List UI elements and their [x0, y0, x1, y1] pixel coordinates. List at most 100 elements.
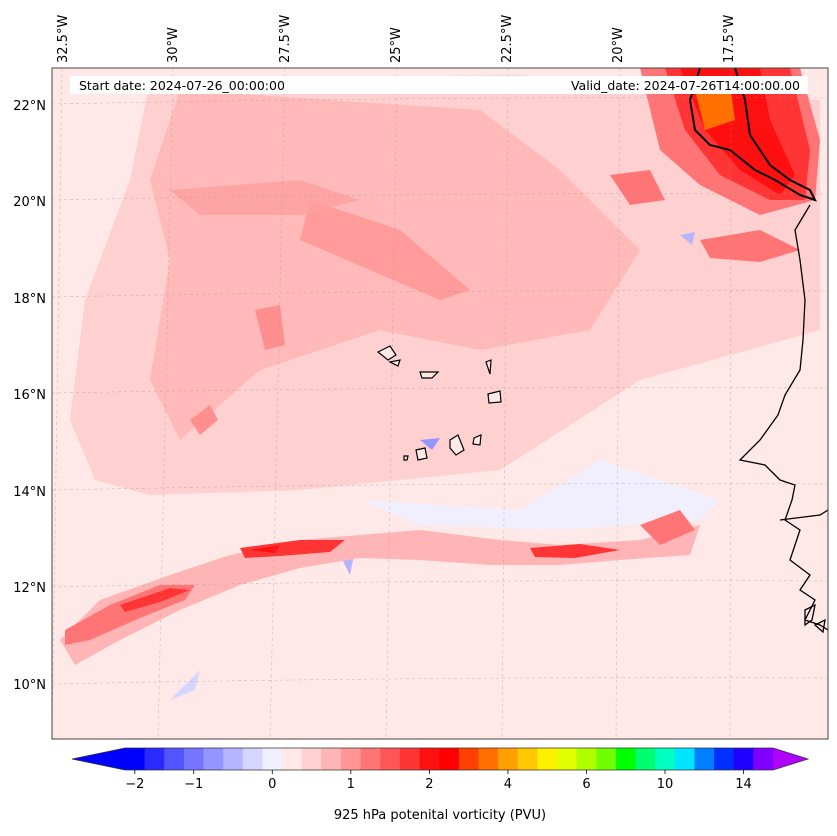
colorbar-segment	[517, 748, 538, 770]
colorbar-segment	[399, 748, 420, 770]
lat-label: 14°N	[13, 485, 46, 500]
colorbar-segment	[439, 748, 460, 770]
lon-label: 32.5°W	[56, 15, 71, 63]
colorbar-segment	[753, 748, 774, 770]
colorbar-label: 925 hPa potenital vorticity (PVU)	[333, 808, 547, 823]
colorbar-segment	[557, 748, 578, 770]
colorbar-segment	[655, 748, 676, 770]
islands-bijagos	[804, 603, 826, 634]
info-bar	[70, 76, 808, 94]
colorbar-segment	[733, 748, 754, 770]
pv-streak-center-core	[250, 545, 280, 553]
island-brava	[403, 455, 409, 461]
colorbar-segment	[615, 748, 636, 770]
pv-low-band	[360, 460, 720, 530]
colorbar-segment	[576, 748, 597, 770]
island-santo-antao	[376, 345, 397, 361]
pv-streak-center	[240, 540, 345, 558]
pv-streak-north	[300, 200, 470, 300]
island-santiago	[449, 434, 465, 456]
colorbar-segments	[125, 748, 774, 770]
island-maio	[472, 434, 482, 446]
colorbar-segment	[164, 748, 185, 770]
latitude-labels: 22°N 20°N 18°N 16°N 14°N 12°N 10°N	[13, 99, 46, 693]
pv-patch-sw	[190, 405, 218, 435]
pv-low-patch-2	[420, 438, 440, 450]
pv-patch-coast	[700, 230, 800, 262]
island-sal	[485, 359, 492, 375]
lat-label: 20°N	[13, 195, 46, 210]
colorbar-segment	[380, 748, 401, 770]
colorbar-segment	[674, 748, 695, 770]
colorbar-segment	[125, 748, 146, 770]
lat-label: 12°N	[13, 581, 46, 596]
island-boa-vista	[487, 390, 502, 404]
colorbar-segment	[537, 748, 558, 770]
colorbar-segment	[144, 748, 165, 770]
colorbar-over-arrow	[773, 748, 808, 770]
island-sao-vicente	[388, 359, 401, 367]
colorbar-tick-label: 14	[735, 777, 752, 792]
colorbar-segment	[242, 748, 263, 770]
colorbar-segment	[714, 748, 735, 770]
colorbar-segment	[635, 748, 656, 770]
map-area: Start date: 2024-07-26_00:00:00 Valid_da…	[52, 68, 828, 739]
lon-label: 25°W	[389, 27, 404, 63]
lat-label: 18°N	[13, 292, 46, 307]
colorbar-tick-label: 0	[268, 777, 276, 792]
valid-date-label: Valid_date: 2024-07-26T14:00:00.00	[571, 78, 800, 93]
colorbar-outline	[71, 747, 810, 771]
colorbar-tick-label: 1	[347, 777, 355, 792]
lon-label: 30°W	[166, 27, 181, 63]
cape-verde-islands	[376, 345, 502, 461]
lat-label: 16°N	[13, 388, 46, 403]
coastline-gambia	[779, 509, 828, 521]
start-date-label: Start date: 2024-07-26_00:00:00	[79, 78, 285, 93]
colorbar-segment	[282, 748, 303, 770]
colorbar: −2 −1 0 1 2 4 6 10 14	[71, 747, 810, 792]
colorbar-segment	[203, 748, 224, 770]
colorbar-segment	[596, 748, 617, 770]
pv-patch-gambia	[640, 510, 695, 545]
lon-label: 17.5°W	[722, 15, 737, 63]
pv-streak-east	[530, 544, 620, 558]
colorbar-segment	[419, 748, 440, 770]
colorbar-segment	[301, 748, 322, 770]
colorbar-segment	[183, 748, 204, 770]
map-frame	[51, 67, 829, 740]
colorbar-tick-label: 2	[425, 777, 433, 792]
colorbar-segment	[694, 748, 715, 770]
colorbar-tick-label: 6	[582, 777, 590, 792]
coastlines	[688, 68, 828, 634]
colorbar-tick-label: −2	[125, 777, 144, 792]
colorbar-segment	[262, 748, 283, 770]
coastline-mauritania-north	[688, 68, 817, 202]
pv-streak-sw-core	[120, 588, 190, 612]
graticule	[52, 68, 828, 739]
lat-label: 22°N	[13, 99, 46, 114]
pv-low-patch-1	[680, 232, 695, 245]
colorbar-tick-label: 4	[504, 777, 512, 792]
colorbar-segment	[498, 748, 519, 770]
colorbar-tick-label: 10	[657, 777, 674, 792]
colorbar-segment	[321, 748, 342, 770]
colorbar-tick-label: −1	[184, 777, 203, 792]
pv-high-max	[695, 85, 735, 130]
colorbar-segment	[458, 748, 479, 770]
colorbar-under-arrow	[72, 748, 125, 770]
colorbar-segment	[478, 748, 499, 770]
pv-itcz-band	[60, 525, 700, 665]
longitude-labels: 32.5°W 30°W 27.5°W 25°W 22.5°W 20°W 17.5…	[56, 15, 737, 63]
coastline-west-africa	[738, 204, 828, 631]
lon-label: 27.5°W	[278, 15, 293, 63]
colorbar-segment	[341, 748, 362, 770]
pv-streak-nw	[170, 180, 360, 215]
pv-patch-east	[610, 170, 665, 205]
lon-label: 22.5°W	[500, 15, 515, 63]
colorbar-segment	[360, 748, 381, 770]
pv-low-patch-4	[170, 670, 200, 700]
colorbar-segment	[223, 748, 244, 770]
island-sao-nicolau	[419, 371, 440, 379]
colorbar-ticks: −2 −1 0 1 2 4 6 10 14	[125, 770, 752, 792]
